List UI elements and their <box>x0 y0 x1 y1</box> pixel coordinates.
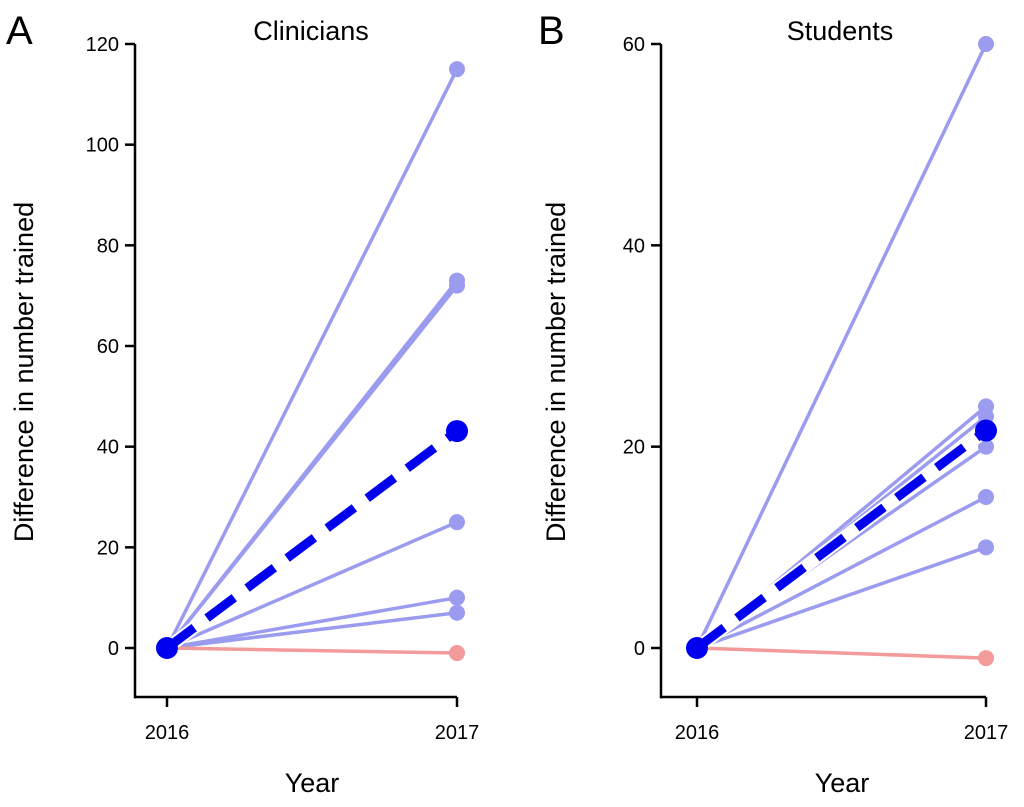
series-line <box>689 640 994 667</box>
series-segment <box>696 646 987 660</box>
y-axis-title-students: Difference in number trained <box>541 202 571 542</box>
axes-clinicians: 0 20 40 60 80 100 120 2016 2017 <box>86 34 480 744</box>
panel-letter-b: B <box>538 9 565 53</box>
y-tick-label-40: 40 <box>97 437 119 459</box>
series-segment <box>165 284 459 650</box>
y-tick-label-100: 100 <box>86 135 119 157</box>
series-layer-clinicians <box>156 61 468 662</box>
series-segment <box>166 611 458 650</box>
mean-point-start <box>156 637 178 659</box>
x-tick-label-2017: 2017 <box>964 722 1009 744</box>
series-point-end <box>449 277 465 294</box>
series-point-end <box>978 36 994 52</box>
series-segment <box>696 545 987 650</box>
series-point-end <box>449 645 465 662</box>
series-point-end <box>978 539 994 556</box>
mean-series <box>156 420 468 659</box>
x-tick-label-2016: 2016 <box>145 722 190 744</box>
y-tick-label-40: 40 <box>623 235 645 257</box>
series-segment <box>165 68 459 649</box>
x-axis-title-students: Year <box>815 768 870 798</box>
series-segment <box>695 43 988 649</box>
series-point-end <box>449 61 465 78</box>
mean-point-end <box>975 419 997 442</box>
y-tick-label-60: 60 <box>623 34 645 56</box>
series-point-end <box>978 438 994 455</box>
x-tick-label-2016: 2016 <box>675 722 720 744</box>
panel-title-students: Students <box>787 16 894 46</box>
series-segment <box>166 595 458 650</box>
series-line <box>159 61 465 656</box>
series-point-end <box>449 589 465 606</box>
panel-clinicians: A Clinicians Difference in number traine… <box>6 9 479 798</box>
panel-students: B Students Difference in number trained … <box>538 9 1008 798</box>
y-tick-label-20: 20 <box>623 437 645 459</box>
series-point-end <box>978 650 994 667</box>
mean-point-start <box>686 637 708 659</box>
y-tick-label-20: 20 <box>97 537 119 559</box>
panel-title-clinicians: Clinicians <box>253 16 369 46</box>
y-tick-label-0: 0 <box>108 638 119 660</box>
series-point-end <box>978 489 994 505</box>
series-line <box>689 539 994 656</box>
x-tick-label-2017: 2017 <box>435 722 480 744</box>
panel-letter-a: A <box>6 9 33 53</box>
y-tick-label-120: 120 <box>86 34 119 56</box>
series-point-end <box>449 604 465 621</box>
mean-line <box>164 427 460 652</box>
series-segment <box>696 495 987 650</box>
y-tick-label-80: 80 <box>97 235 119 257</box>
axes-students: 0 20 40 60 2016 2017 <box>623 34 1009 744</box>
x-axis-title-clinicians: Year <box>285 768 340 798</box>
mean-line <box>694 426 989 652</box>
y-tick-label-0: 0 <box>634 638 645 660</box>
series-segment <box>166 520 458 650</box>
y-axis-title-clinicians: Difference in number trained <box>9 202 39 542</box>
mean-point-end <box>446 420 468 443</box>
series-line <box>689 36 994 656</box>
mean-series <box>686 419 997 659</box>
series-segment <box>166 646 458 655</box>
y-tick-label-60: 60 <box>97 336 119 358</box>
series-point-end <box>449 514 465 531</box>
series-layer-students <box>686 36 997 667</box>
